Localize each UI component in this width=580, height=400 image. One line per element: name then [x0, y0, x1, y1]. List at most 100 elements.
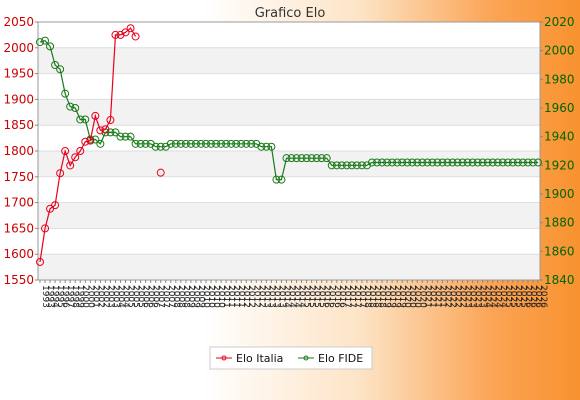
x-tick-label: 2024 [488, 285, 498, 308]
fide-point [418, 158, 427, 167]
left-tick-label: 2050 [3, 15, 34, 29]
right-tick-label: 2000 [544, 44, 575, 58]
fide-point [51, 61, 60, 69]
grid-band [38, 254, 540, 280]
right-axis: 1840 1860 1880 1900 1920 1940 1960 1980 2000 2020 [540, 15, 575, 287]
legend-fide-label: Elo FIDE [318, 352, 363, 365]
fide-point [518, 158, 527, 167]
italia-point [81, 137, 90, 146]
x-tick-label: 2019 [397, 285, 407, 308]
x-tick-label: 2023 [463, 285, 473, 308]
italia-line [39, 27, 137, 263]
x-tick-label: 2025 [503, 285, 513, 308]
x-tick-label: 2022 [452, 285, 462, 308]
fide-point [186, 139, 195, 148]
italia-point [56, 169, 65, 178]
x-tick-label: 2013 [266, 285, 276, 308]
x-tick-label: 2024 [483, 285, 493, 308]
x-tick-label: 2012 [251, 285, 261, 308]
x-tick-label: 1998 [70, 285, 80, 308]
left-tick-label: 1650 [3, 221, 34, 235]
x-tick-label: 2018 [367, 285, 377, 308]
left-axis: 1550 1600 1650 1700 1750 1800 1850 1900 1950 2000… [3, 15, 38, 287]
right-tick-label: 1900 [544, 187, 575, 201]
fide-point [131, 139, 140, 148]
x-tick-label: 2001 [90, 285, 100, 308]
x-tick-label: 2017 [347, 285, 357, 308]
right-tick-label: 1960 [544, 101, 575, 115]
x-tick-label: 2011 [236, 285, 246, 308]
x-tick-label: 2024 [498, 285, 508, 308]
x-tick-label: 2003 [105, 285, 115, 308]
x-tick-label: 2000 [85, 285, 95, 308]
fide-point [212, 139, 221, 148]
fide-point [327, 161, 336, 170]
italia-point [121, 28, 130, 37]
fide-point [232, 139, 241, 148]
x-tick-label: 2020 [402, 285, 412, 308]
italia-point [106, 116, 115, 125]
left-tick-label: 1600 [3, 247, 34, 261]
fide-point [534, 158, 542, 167]
fide-point [312, 154, 321, 163]
fide-point [71, 104, 80, 112]
fide-point [423, 158, 432, 167]
fide-point [347, 161, 356, 170]
fide-point [292, 154, 301, 163]
x-tick-label: 2018 [362, 285, 372, 308]
legend-box [209, 346, 373, 370]
fide-point [36, 38, 44, 47]
x-tick-label: 2021 [437, 285, 447, 308]
italia-point [131, 32, 140, 41]
x-tick-label: 2021 [427, 285, 437, 308]
x-tick-label: 2018 [372, 285, 382, 308]
fide-point [498, 158, 507, 167]
legend: Elo Italia Elo FIDE [209, 346, 373, 370]
fide-point [76, 115, 85, 124]
fide-point [81, 115, 90, 124]
x-tick-label: 2009 [191, 285, 201, 308]
fide-point [207, 139, 216, 148]
right-tick-label: 1920 [544, 158, 575, 172]
left-tick-label: 2000 [3, 41, 34, 55]
x-tick-label: 1993 [40, 285, 50, 308]
left-tick-label: 1750 [3, 170, 34, 184]
fide-point [181, 139, 190, 148]
x-tick-label: 2002 [95, 285, 105, 308]
fide-point [352, 161, 361, 170]
x-tick-label: 2021 [422, 285, 432, 308]
fide-point [121, 132, 130, 141]
x-tick-label: 2012 [246, 285, 256, 308]
x-tick-label: 1993 [45, 285, 55, 308]
x-tick-label: 2012 [241, 285, 251, 308]
fide-point [508, 158, 517, 167]
fide-point [523, 158, 532, 167]
x-tick-label: 2019 [392, 285, 402, 308]
x-tick-label: 2014 [286, 285, 296, 308]
fide-point [191, 139, 200, 148]
fide-point [433, 158, 442, 167]
italia-point [51, 201, 60, 210]
x-tick-label: 2018 [377, 285, 387, 308]
fide-point [196, 139, 205, 148]
x-tick-label: 2009 [196, 285, 206, 308]
chart-title: Grafico Elo [255, 6, 326, 21]
x-tick-label: 2006 [141, 285, 151, 308]
fide-point [513, 158, 522, 167]
x-tick-label: 2011 [226, 285, 236, 308]
fide-point [247, 139, 256, 148]
fide-point [217, 139, 226, 148]
x-tick-label: 2022 [458, 285, 468, 308]
fide-point [96, 139, 105, 148]
left-tick-label: 1550 [3, 273, 34, 287]
fide-point [342, 161, 351, 170]
x-tick-label: 2026 [523, 285, 533, 308]
x-tick-label: 2013 [261, 285, 271, 308]
x-tick-label: 2017 [357, 285, 367, 308]
grid-band [38, 22, 540, 48]
x-tick-label: 2005 [131, 285, 141, 308]
x-tick-label: 2020 [417, 285, 427, 308]
x-tick-label: 2000 [80, 285, 90, 308]
x-tick-label: 2013 [271, 285, 281, 308]
